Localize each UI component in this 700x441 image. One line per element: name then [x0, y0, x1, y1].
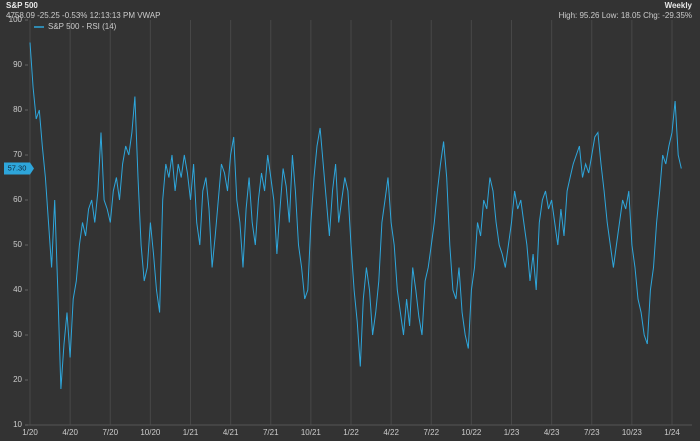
x-tick-label: 4/20 — [62, 428, 78, 437]
y-tick-label: 40 — [13, 285, 22, 294]
interval: Weekly — [665, 1, 693, 10]
y-tick-label: 50 — [13, 240, 22, 249]
y-tick-label: 70 — [13, 150, 22, 159]
x-tick-label: 1/20 — [22, 428, 38, 437]
x-tick-label: 10/22 — [461, 428, 482, 437]
x-tick-label: 4/21 — [223, 428, 239, 437]
x-tick-label: 1/24 — [664, 428, 680, 437]
x-tick-label: 1/23 — [504, 428, 520, 437]
x-tick-label: 7/20 — [102, 428, 118, 437]
y-tick-label: 20 — [13, 375, 22, 384]
y-tick-label: 60 — [13, 195, 22, 204]
y-tick-label: 30 — [13, 330, 22, 339]
x-tick-label: 4/22 — [383, 428, 399, 437]
x-tick-label: 7/23 — [584, 428, 600, 437]
chart-title: S&P 500 — [6, 1, 38, 10]
y-tick-label: 100 — [9, 15, 23, 24]
legend-label: S&P 500 - RSI (14) — [48, 22, 117, 31]
y-tick-label: 10 — [13, 420, 22, 429]
y-tick-label: 80 — [13, 105, 22, 114]
badge-label: 57.30 — [8, 163, 27, 172]
x-tick-label: 1/21 — [183, 428, 199, 437]
chart-subtitle: 4758.09 -25.25 -0.53% 12:13:13 PM VWAP — [6, 11, 160, 20]
stats: High: 95.26 Low: 18.05 Chg: -29.35% — [559, 11, 692, 20]
x-tick-label: 7/21 — [263, 428, 279, 437]
x-tick-label: 10/21 — [301, 428, 322, 437]
badge-box — [4, 162, 34, 175]
y-tick-label: 90 — [13, 60, 22, 69]
x-tick-label: 7/22 — [423, 428, 439, 437]
x-tick-label: 4/23 — [544, 428, 560, 437]
x-tick-label: 10/20 — [140, 428, 161, 437]
x-tick-label: 1/22 — [343, 428, 359, 437]
rsi-line — [29, 42, 682, 390]
x-tick-label: 10/23 — [622, 428, 643, 437]
